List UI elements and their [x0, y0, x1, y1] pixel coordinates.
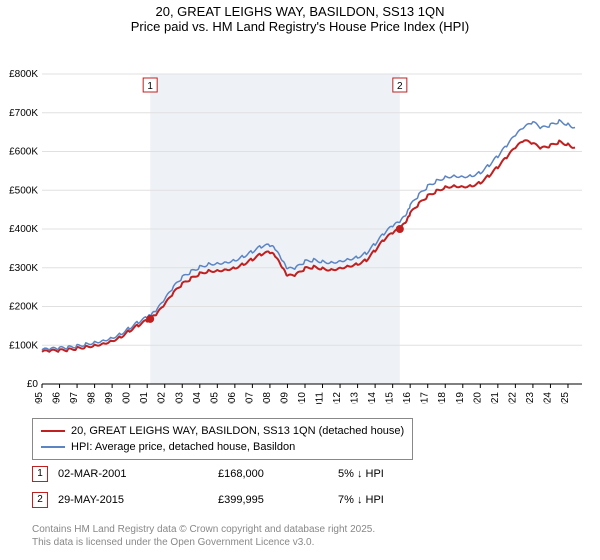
title-line-2: Price paid vs. HM Land Registry's House … [0, 19, 600, 34]
footer-licence: This data is licensed under the Open Gov… [32, 537, 314, 548]
svg-text:2013: 2013 [350, 392, 361, 404]
transaction-date: 29-MAY-2015 [58, 494, 218, 506]
svg-text:£100K: £100K [9, 340, 38, 351]
transaction-delta: 5% ↓ HPI [338, 468, 384, 480]
svg-text:2000: 2000 [122, 392, 133, 404]
svg-text:1: 1 [147, 81, 153, 92]
svg-text:£500K: £500K [9, 185, 38, 196]
svg-text:2017: 2017 [420, 392, 431, 404]
transaction-price: £399,995 [218, 494, 338, 506]
transaction-row: 2 29-MAY-2015 £399,995 7% ↓ HPI [32, 492, 572, 508]
transaction-row: 1 02-MAR-2001 £168,000 5% ↓ HPI [32, 466, 572, 482]
svg-text:2006: 2006 [227, 392, 238, 404]
legend-swatch [41, 430, 65, 432]
svg-text:2015: 2015 [385, 392, 396, 404]
transaction-date: 02-MAR-2001 [58, 468, 218, 480]
legend-label: 20, GREAT LEIGHS WAY, BASILDON, SS13 1QN… [71, 425, 404, 437]
svg-text:2023: 2023 [525, 392, 536, 404]
svg-text:2005: 2005 [209, 392, 220, 404]
svg-text:2008: 2008 [262, 392, 273, 404]
svg-text:£700K: £700K [9, 108, 38, 119]
svg-text:1996: 1996 [52, 392, 63, 404]
svg-text:2009: 2009 [279, 392, 290, 404]
svg-text:2004: 2004 [192, 392, 203, 404]
title-line-1: 20, GREAT LEIGHS WAY, BASILDON, SS13 1QN [0, 0, 600, 19]
svg-text:2016: 2016 [402, 392, 413, 404]
svg-text:2003: 2003 [174, 392, 185, 404]
svg-text:2018: 2018 [437, 392, 448, 404]
svg-text:1997: 1997 [69, 392, 80, 404]
svg-text:2010: 2010 [297, 392, 308, 404]
svg-text:£400K: £400K [9, 224, 38, 235]
legend-item-hpi: HPI: Average price, detached house, Basi… [41, 439, 404, 455]
svg-text:£600K: £600K [9, 147, 38, 158]
svg-text:2019: 2019 [455, 392, 466, 404]
svg-text:2001: 2001 [139, 392, 150, 404]
svg-text:£0: £0 [27, 379, 39, 390]
legend-swatch [41, 446, 65, 448]
transaction-delta: 7% ↓ HPI [338, 494, 384, 506]
legend-item-price-paid: 20, GREAT LEIGHS WAY, BASILDON, SS13 1QN… [41, 423, 404, 439]
svg-text:£800K: £800K [9, 69, 38, 80]
transaction-price: £168,000 [218, 468, 338, 480]
transaction-marker: 2 [32, 492, 48, 508]
svg-text:2002: 2002 [157, 392, 168, 404]
svg-text:2020: 2020 [472, 392, 483, 404]
svg-text:2: 2 [397, 81, 403, 92]
svg-text:2024: 2024 [542, 392, 553, 404]
svg-text:2021: 2021 [490, 392, 501, 404]
svg-text:£300K: £300K [9, 263, 38, 274]
svg-text:2025: 2025 [560, 392, 571, 404]
svg-text:2007: 2007 [244, 392, 255, 404]
svg-text:1998: 1998 [87, 392, 98, 404]
legend: 20, GREAT LEIGHS WAY, BASILDON, SS13 1QN… [32, 418, 413, 460]
svg-text:2022: 2022 [507, 392, 518, 404]
transaction-marker: 1 [32, 466, 48, 482]
svg-text:2011: 2011 [315, 392, 326, 404]
footer-copyright: Contains HM Land Registry data © Crown c… [32, 524, 375, 535]
svg-text:£200K: £200K [9, 302, 38, 313]
svg-text:1999: 1999 [104, 392, 115, 404]
price-chart: £0 £100K £200K £300K £400K £500K £600K £700K £80… [0, 34, 600, 404]
legend-label: HPI: Average price, detached house, Basi… [71, 441, 295, 453]
svg-text:1995: 1995 [34, 392, 45, 404]
svg-text:2014: 2014 [367, 392, 378, 404]
chart-container: 20, GREAT LEIGHS WAY, BASILDON, SS13 1QN… [0, 0, 600, 560]
svg-text:2012: 2012 [332, 392, 343, 404]
